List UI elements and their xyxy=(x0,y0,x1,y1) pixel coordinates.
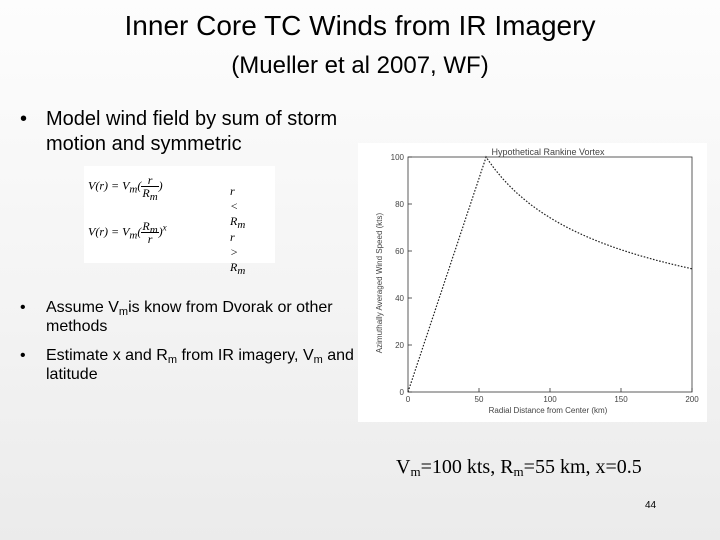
chart-x-tick-label: 50 xyxy=(475,395,484,404)
equation-panel: V(r) = Vm(r Rm) r < Rm V(r) = Vm(Rm r)x r … xyxy=(84,166,275,277)
chart-xlabel: Radial Distance from Center (km) xyxy=(489,406,608,415)
bullet-dot: • xyxy=(20,299,26,316)
eq-open: ( xyxy=(137,224,142,239)
eq-sub: m xyxy=(129,229,138,242)
chart-x-tick-label: 200 xyxy=(685,395,699,404)
chart-x-tick-label: 100 xyxy=(543,395,557,404)
chart-y-tick-label: 20 xyxy=(395,341,404,350)
equation-inner: V(r) = Vm(r Rm) r < Rm xyxy=(88,174,245,231)
chart-y-tick-label: 0 xyxy=(400,388,405,397)
eq-open: ( xyxy=(137,178,142,193)
page-number: 44 xyxy=(645,500,657,511)
eq-fraction: Rm r xyxy=(141,219,159,246)
eq-den: Rm xyxy=(142,186,158,203)
eq-sub: m xyxy=(129,183,138,196)
chart-series-line xyxy=(407,155,693,393)
chart-y-tick-label: 100 xyxy=(391,153,405,162)
eq-close: ) xyxy=(158,178,163,193)
eq-num: Rm xyxy=(141,219,159,236)
bullet-dot: • xyxy=(20,108,28,130)
bullet-dot: • xyxy=(20,347,26,364)
eq-den: r xyxy=(147,232,153,246)
eq-close: ) xyxy=(158,224,163,239)
eq-condition: r < Rm xyxy=(230,184,246,231)
chart-y-tick-label: 60 xyxy=(395,247,404,256)
chart-y-tick-label: 80 xyxy=(395,200,404,209)
bullet-text: Model wind field by sum of storm motion … xyxy=(46,108,338,155)
bullet-text: Estimate x and Rm from IR imagery, Vm an… xyxy=(46,347,354,383)
slide-title: Inner Core TC Winds from IR Imagery xyxy=(124,10,596,41)
chart-ylabel: Azimuthally Averaged Wind Speed (kts) xyxy=(375,212,384,353)
wind-profile-chart: Hypothetical Rankine Vortex Azimuthally … xyxy=(358,143,707,422)
eq-lhs: V(r) = V xyxy=(88,224,130,239)
slide-subtitle: (Mueller et al 2007, WF) xyxy=(231,52,489,79)
chart-plot-frame xyxy=(407,156,693,393)
eq-num: r xyxy=(141,174,159,187)
eq-condition: r > Rm xyxy=(230,230,246,277)
chart-svg: Hypothetical Rankine Vortex Azimuthally … xyxy=(375,147,699,415)
eq-exponent: x xyxy=(162,222,167,233)
chart-y-tick-label: 40 xyxy=(395,294,404,303)
bullet-text: Assume Vmis know from Dvorak or other me… xyxy=(46,299,333,335)
chart-x-tick-label: 0 xyxy=(406,395,411,404)
equation-outer: V(r) = Vm(Rm r)x r > Rm xyxy=(88,219,245,277)
parameter-caption: Vm=100 kts, Rm=55 km, x=0.5 xyxy=(396,456,642,479)
eq-fraction: r Rm xyxy=(141,174,159,203)
chart-x-tick-label: 150 xyxy=(614,395,628,404)
eq-lhs: V(r) = V xyxy=(88,178,130,193)
chart-title: Hypothetical Rankine Vortex xyxy=(491,147,605,157)
